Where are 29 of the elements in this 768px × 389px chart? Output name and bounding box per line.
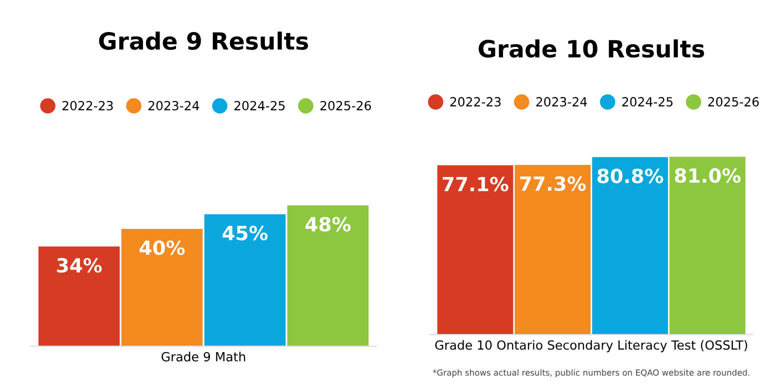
bar — [670, 156, 746, 335]
data-label: 80.8% — [598, 168, 664, 184]
data-label: 77.1% — [442, 176, 508, 192]
data-label: 45% — [222, 226, 268, 240]
legend-label: 2023-24 — [148, 100, 200, 110]
bar — [592, 157, 668, 335]
legend-label: 2022-23 — [450, 97, 501, 107]
legend-label: 2024-25 — [622, 97, 672, 107]
chart-title: Grade 9 Results — [99, 32, 308, 50]
bar — [121, 228, 203, 346]
bar — [204, 214, 286, 346]
bar — [437, 165, 514, 335]
data-label: 34% — [57, 258, 102, 273]
text: *Graph shows actual results, public numbers on EQAO website are rounded. — [432, 369, 750, 378]
x-axis-title: Grade 10 Ontario Secondary Literacy Test (OSSLT) — [435, 340, 748, 352]
legend-label: 2022-23 — [62, 100, 113, 110]
bar — [38, 246, 120, 346]
data-label: 81.0% — [674, 168, 741, 183]
x-axis-title: Grade 9 Math — [162, 352, 246, 362]
legend-label: 2025-26 — [708, 97, 759, 107]
legend-label: 2024-25 — [234, 100, 285, 110]
legend-label: 2025-26 — [320, 100, 371, 110]
chart-title: Grade 10 Results — [478, 39, 704, 58]
data-label: 77.3% — [520, 176, 586, 191]
data-label: 48% — [306, 216, 351, 232]
bar — [287, 205, 369, 346]
legend-label: 2023-24 — [536, 97, 587, 107]
data-label: 40% — [140, 240, 185, 256]
bar — [514, 164, 591, 335]
